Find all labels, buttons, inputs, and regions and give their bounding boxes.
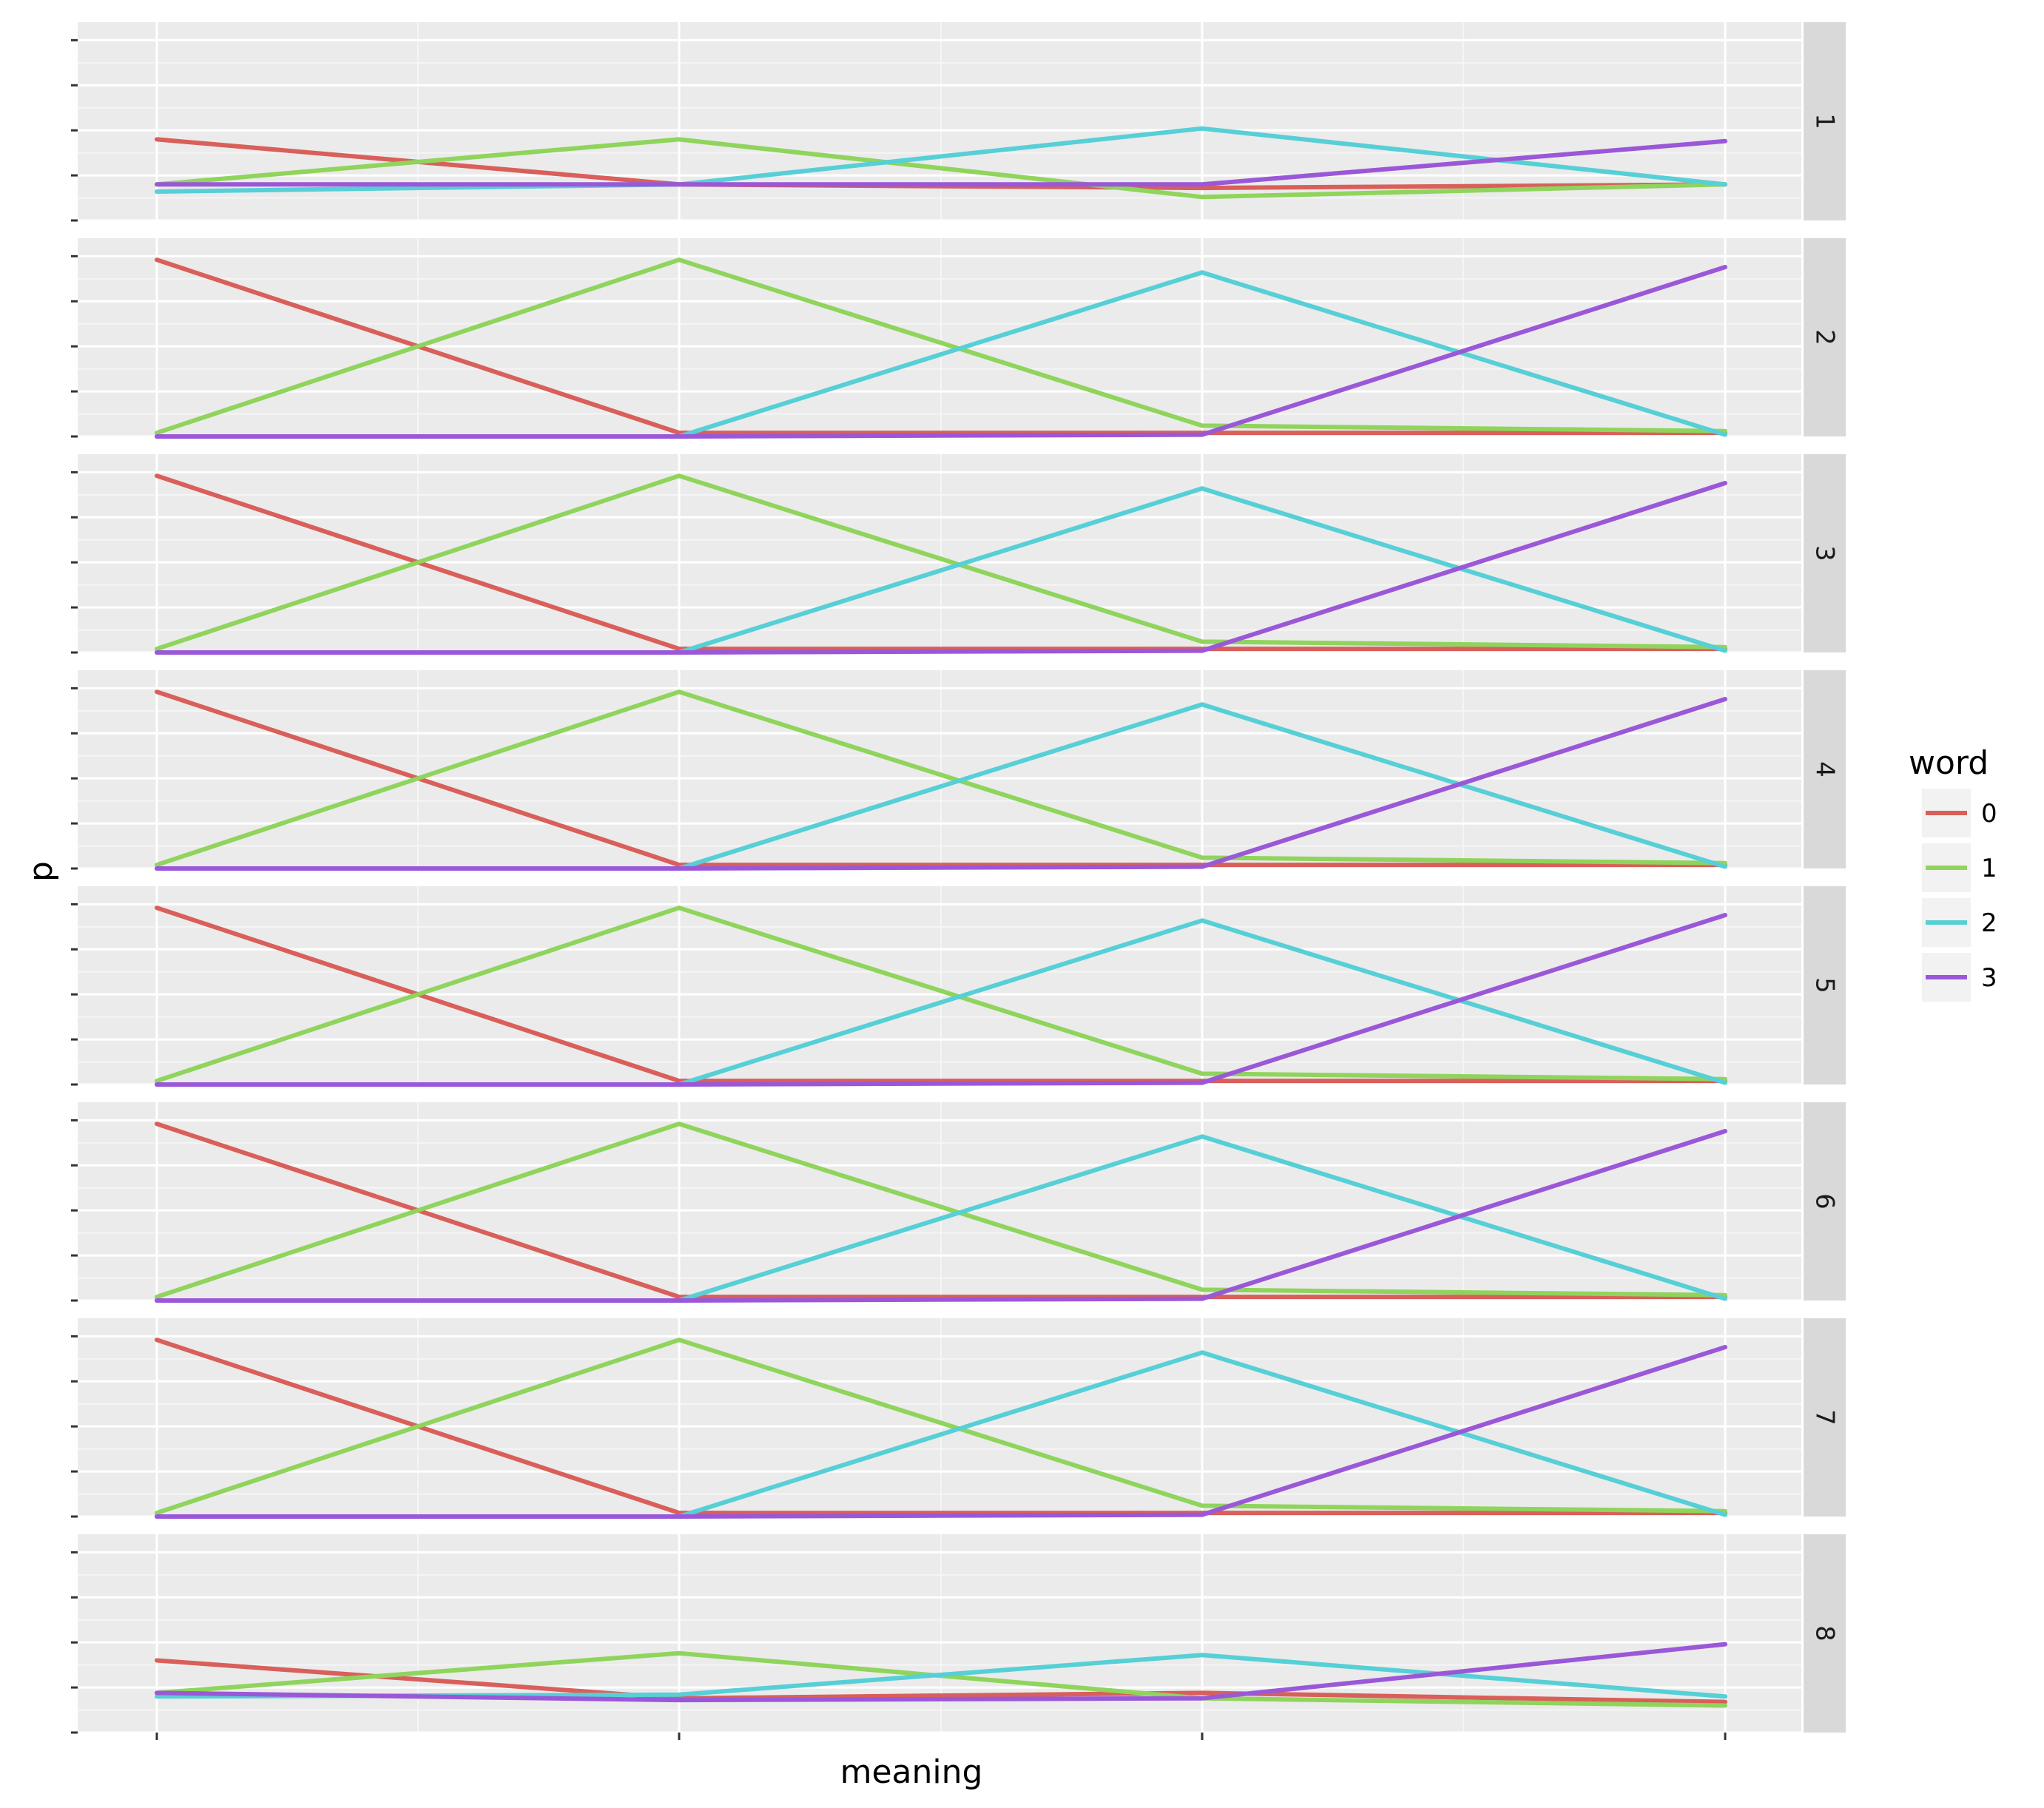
series-line-word-1 (155, 1338, 1727, 1516)
series-line-word-1 (155, 257, 1727, 436)
series-line-word-3 (155, 1642, 1727, 1703)
panel-background (78, 886, 1801, 1085)
series-line-word-1 (155, 689, 1727, 868)
legend-item-word-1: 1 (1922, 843, 1997, 892)
series-line-word-1 (155, 137, 1727, 200)
series-line-word-1 (155, 1121, 1727, 1300)
facet-strip-label: 2 (1810, 329, 1840, 345)
legend-item-word-0: 0 (1922, 789, 1997, 837)
series-line-word-3 (155, 1345, 1727, 1519)
legend-label: 3 (1981, 963, 1997, 993)
series-line-word-3 (155, 481, 1727, 655)
series-line-word-1 (155, 473, 1727, 652)
series-line-word-3 (155, 138, 1727, 187)
series-line-word-2 (155, 126, 1727, 194)
legend-item-word-3: 3 (1922, 953, 1997, 1002)
facet-strip (1804, 238, 1846, 436)
panel-background (78, 238, 1801, 436)
facet-strip-label: 1 (1810, 113, 1840, 129)
legend-title: word (1909, 744, 1989, 782)
series-line-word-0 (155, 1658, 1727, 1704)
series-line-word-3 (155, 1129, 1727, 1303)
facet-panel-2: 2 (71, 238, 1846, 439)
facet-panel-5: 5 (71, 886, 1846, 1087)
facet-panel-1: 1 (71, 22, 1846, 222)
facet-strip (1804, 1318, 1846, 1517)
legend-item-word-2: 2 (1922, 898, 1997, 947)
facet-panel-6: 6 (71, 1102, 1846, 1303)
legend-label: 1 (1981, 854, 1997, 883)
series-line-word-3 (155, 265, 1727, 439)
facet-strip-label: 3 (1810, 545, 1840, 561)
x-axis-title: meaning (840, 1753, 983, 1791)
facet-panel-4: 4 (71, 670, 1846, 871)
legend-label: 0 (1981, 799, 1997, 829)
facet-panels: 1 2 3 4 5 6 7 8 (71, 22, 1846, 1734)
facet-panel-8: 8 (71, 1534, 1846, 1734)
facet-strip (1804, 22, 1846, 220)
panel-background (78, 454, 1801, 652)
panel-background (78, 1102, 1801, 1301)
series-line-word-3 (155, 697, 1727, 871)
facet-strip (1804, 1102, 1846, 1301)
facet-strip (1804, 1534, 1846, 1733)
series-line-word-3 (155, 913, 1727, 1087)
panel-background (78, 670, 1801, 868)
facet-strip-label: 7 (1810, 1409, 1840, 1426)
facet-strip (1804, 454, 1846, 652)
legend-label: 2 (1981, 908, 1997, 938)
facet-strip-label: 5 (1810, 977, 1840, 994)
facet-strip (1804, 886, 1846, 1085)
series-line-word-1 (155, 905, 1727, 1084)
panel-background (78, 1318, 1801, 1517)
facet-panel-3: 3 (71, 454, 1846, 655)
facet-strip-label: 4 (1810, 761, 1840, 777)
facet-strip (1804, 670, 1846, 868)
legend: word 0 1 2 3 (1909, 744, 1997, 1002)
facet-strip-label: 6 (1810, 1193, 1840, 1210)
facet-panel-7: 7 (71, 1318, 1846, 1519)
facet-strip-label: 8 (1810, 1625, 1840, 1642)
x-axis (155, 1733, 1727, 1740)
y-axis-title: p (22, 861, 60, 882)
